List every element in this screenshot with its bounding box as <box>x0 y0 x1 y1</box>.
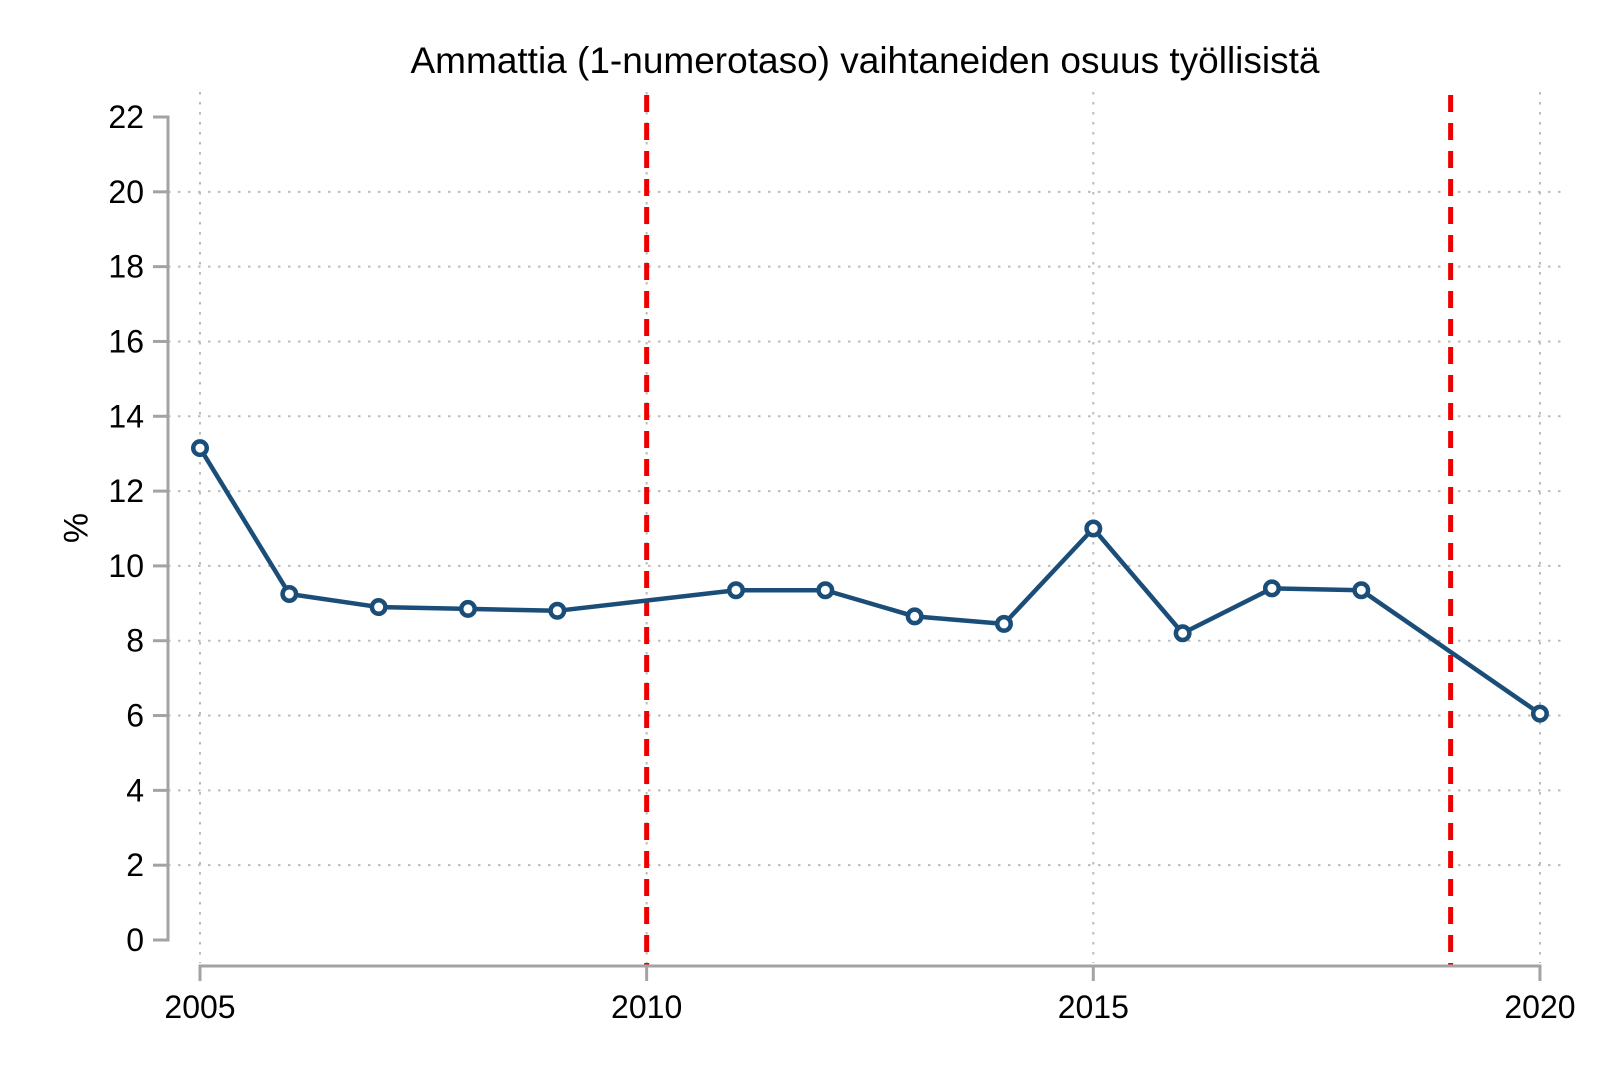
y-tick-label-18: 18 <box>108 249 144 285</box>
data-point-2018 <box>1352 581 1371 600</box>
data-point-2012 <box>816 581 835 600</box>
x-tick-label-2020: 2020 <box>1504 989 1575 1025</box>
y-tick-label-14: 14 <box>108 398 144 434</box>
x-tick-label-2005: 2005 <box>164 989 235 1025</box>
y-tick-label-6: 6 <box>126 698 144 734</box>
chart-title: Ammattia (1-numerotaso) vaihtaneiden osu… <box>410 40 1320 81</box>
y-tick-label-12: 12 <box>108 473 144 509</box>
data-point-2006 <box>280 584 299 603</box>
y-tick-label-2: 2 <box>126 847 144 883</box>
y-tick-label-16: 16 <box>108 323 144 359</box>
y-tick-label-22: 22 <box>108 99 144 135</box>
data-point-2009 <box>548 601 567 620</box>
data-point-2016 <box>1173 624 1192 643</box>
data-point-2007 <box>369 598 388 617</box>
data-point-2017 <box>1262 579 1281 598</box>
y-tick-label-10: 10 <box>108 548 144 584</box>
y-tick-label-20: 20 <box>108 174 144 210</box>
y-tick-label-8: 8 <box>126 623 144 659</box>
x-tick-label-2015: 2015 <box>1058 989 1129 1025</box>
data-point-2020 <box>1530 704 1549 723</box>
x-tick-label-2010: 2010 <box>611 989 682 1025</box>
data-point-2014 <box>994 614 1013 633</box>
data-point-2015 <box>1084 519 1103 538</box>
series-line <box>197 445 1543 716</box>
data-point-2005 <box>191 439 209 458</box>
y-tick-label-0: 0 <box>126 922 144 958</box>
data-point-2013 <box>905 607 924 626</box>
y-tick-label-4: 4 <box>126 772 144 808</box>
data-point-2008 <box>458 599 477 618</box>
data-point-2011 <box>726 581 745 600</box>
